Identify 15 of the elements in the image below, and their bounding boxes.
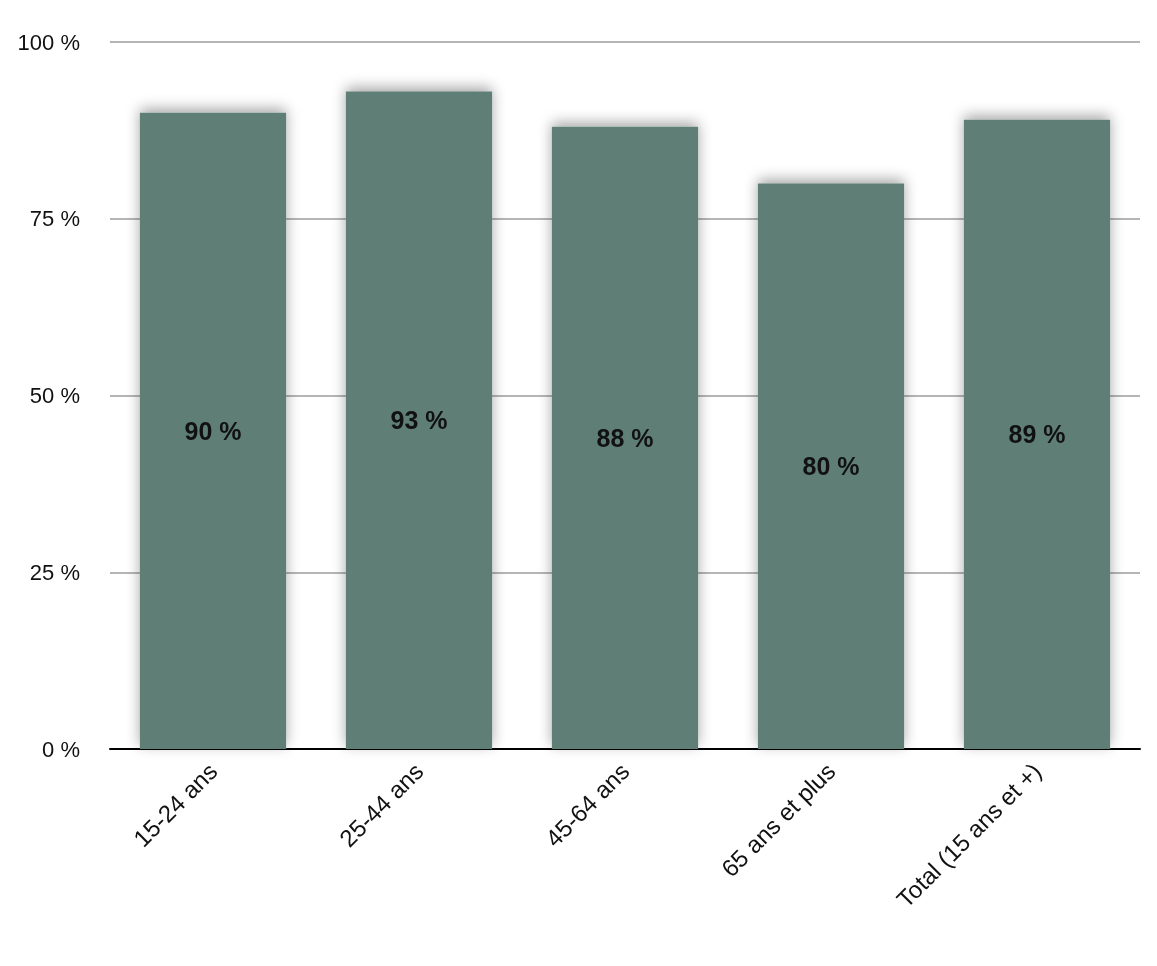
bar (551, 126, 699, 749)
bar (963, 119, 1111, 749)
data-label: 93 % (390, 406, 448, 435)
y-tick-label: 25 % (29, 559, 80, 585)
y-tick-label: 100 % (17, 29, 80, 55)
bar (345, 91, 493, 749)
data-label: 80 % (802, 452, 860, 481)
bar (757, 183, 905, 749)
y-tick-label: 50 % (29, 383, 80, 408)
data-label: 90 % (184, 416, 242, 445)
y-tick-label: 75 % (29, 206, 80, 232)
y-tick-label: 0 % (42, 736, 80, 762)
data-label: 89 % (1008, 420, 1066, 449)
data-label: 88 % (596, 423, 654, 452)
bar (139, 112, 287, 749)
